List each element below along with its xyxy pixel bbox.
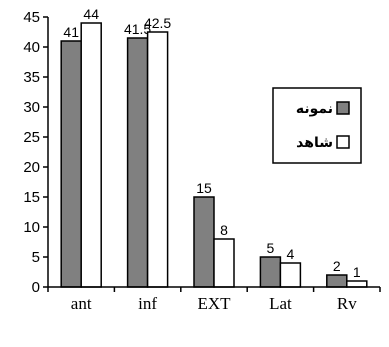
y-tick-label: 15 <box>23 189 40 206</box>
bar <box>346 280 368 288</box>
data-label: 44 <box>83 6 99 22</box>
data-label: 5 <box>267 240 275 256</box>
bar <box>146 31 169 288</box>
legend-box <box>272 87 362 164</box>
bar <box>213 238 235 288</box>
bar <box>80 22 102 288</box>
y-tick-label: 0 <box>32 279 40 296</box>
bar <box>60 40 82 288</box>
x-tick-label: inf <box>138 294 157 313</box>
y-tick-label: 20 <box>23 159 40 176</box>
bar <box>279 262 302 288</box>
y-tick-label: 25 <box>23 129 40 146</box>
bar <box>326 274 348 288</box>
data-label: 15 <box>196 180 212 196</box>
y-tick-label: 45 <box>23 9 40 26</box>
y-tick-label: 35 <box>23 69 40 86</box>
x-tick-label: Rv <box>337 294 357 313</box>
bar <box>126 37 149 288</box>
legend-swatch <box>336 101 350 115</box>
y-tick-label: 40 <box>23 39 40 56</box>
data-label: 41.5 <box>124 21 151 37</box>
y-tick-label: 10 <box>23 219 40 236</box>
legend-label: نمونه <box>296 101 333 117</box>
x-tick-label: ant <box>71 294 92 313</box>
bar <box>259 256 282 288</box>
y-axis: 0 5 10 15 20 25 30 35 40 45 <box>23 9 49 296</box>
legend: نمونه شاهد <box>272 87 362 164</box>
data-label: 8 <box>220 222 228 238</box>
bar <box>193 196 215 288</box>
x-tick-label: Lat <box>269 294 292 313</box>
data-label: 1 <box>353 264 361 280</box>
data-label: 2 <box>333 258 341 274</box>
x-tick-label: EXT <box>197 294 231 313</box>
data-label: 41 <box>63 24 79 40</box>
data-label: 42.5 <box>144 15 171 31</box>
y-tick-label: 30 <box>23 99 40 116</box>
legend-swatch <box>336 135 350 149</box>
data-label: 4 <box>287 246 295 262</box>
legend-label: شاهد <box>296 135 333 151</box>
y-tick-label: 5 <box>32 249 40 266</box>
x-axis: ant inf EXT Lat Rv <box>47 286 381 313</box>
